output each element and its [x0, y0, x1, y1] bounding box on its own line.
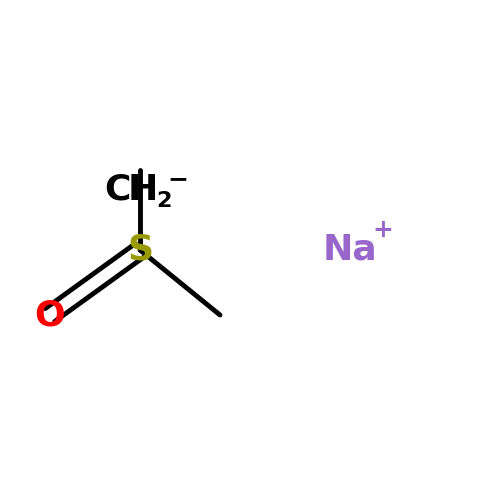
Text: S: S [127, 233, 153, 267]
Text: Na: Na [322, 233, 378, 267]
Text: +: + [372, 218, 393, 242]
Text: H: H [128, 173, 158, 207]
Text: 2: 2 [156, 191, 172, 211]
Text: −: − [167, 167, 188, 191]
Text: O: O [34, 298, 66, 332]
Text: C: C [104, 173, 130, 207]
